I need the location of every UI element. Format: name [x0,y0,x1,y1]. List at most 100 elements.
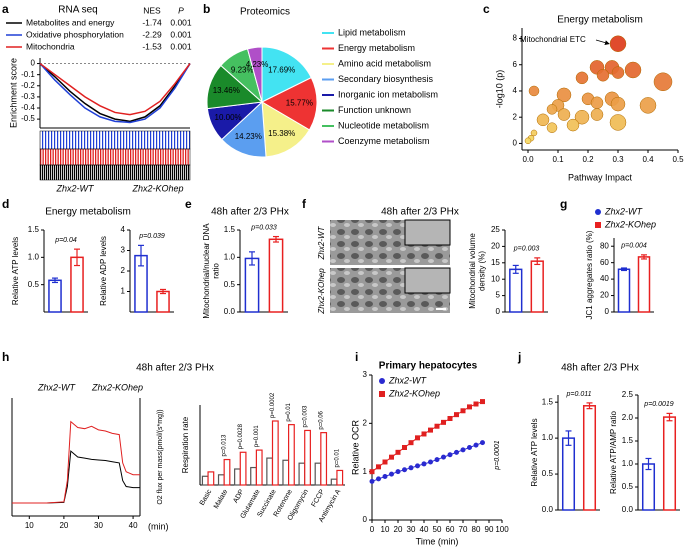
slice-label: 9.23% [231,65,254,74]
inset [404,267,451,294]
panel-letter: d [2,197,9,211]
bar [330,478,338,486]
legend-label: Zhx2-WT [604,206,644,216]
panel-letter: g [560,197,567,211]
y-tick-label: 40 [600,274,609,283]
bar [201,475,209,486]
bar [223,458,231,486]
x-tick-label: 20 [394,525,403,534]
bar [255,449,263,486]
y-tick-label: 2 [120,266,125,275]
bubble [536,113,550,127]
marker [408,440,414,446]
marker [376,476,381,482]
slice-label: 4.23% [246,60,269,69]
bubble [611,66,625,79]
y-axis-label: Mitochondrial/nuclear DNAratio [202,223,220,319]
x-tick-label: 70 [459,525,468,534]
marker [395,469,401,475]
gsea-rug [39,130,191,181]
y-tick-label: 6 [512,60,517,69]
image-label: Zhx2-KOhep [317,268,326,315]
x-tick-label: 40 [420,525,429,534]
chart-title: RNA seq [58,5,97,16]
y-tick-label: 4 [512,86,517,95]
y-tick-label: 0 [362,515,367,524]
legend-label: Zhx2-WT [37,382,77,392]
y-tick-label: 0 [30,59,35,68]
x-tick-label: 60 [446,525,455,534]
y-tick-label: 0.5 [224,280,236,289]
annotation: p=0.033 [250,224,277,231]
legend-label: Zhx2-KOhep [91,382,143,392]
legend-label: Mitochondria [26,41,75,51]
y-tick-label: 2.5 [622,390,634,399]
y-tick-label: 1.5 [224,225,236,234]
x-tick-label: 100 [495,525,509,534]
legend-label: Zhx2-WT [388,375,428,385]
annotation: p=0.0002 [270,392,276,418]
line [12,450,140,504]
legend-nes: -2.29 [142,29,162,39]
bubble [590,96,604,110]
y-axis-label: -log10 (p) [494,70,504,109]
chart-title: 48h after 2/3 PHx [561,363,639,374]
marker [454,412,459,418]
legend-p: 0.001 [170,29,192,39]
x-tick-label: 30 [407,525,416,534]
marker [376,464,381,470]
annotation: p=0.003 [302,405,308,428]
panel-letter: j [517,350,521,364]
x-tick-label: 10 [381,525,390,534]
panel-letter: f [302,197,307,211]
annotation: p=0.039 [138,233,165,240]
legend-label: Secondary biosynthesis [338,74,434,84]
y-tick-label: -0.2 [21,81,35,90]
bubble [566,118,580,132]
marker [454,449,459,455]
panel-letter: h [2,350,9,364]
marker [441,419,446,425]
x-tick-label: 10 [25,521,34,530]
y-axis-label: O2 flux per mass(pmol/(s*mg)) [157,409,164,504]
y-tick-label: 0.5 [622,482,634,491]
y-tick-label: 8 [512,34,517,43]
bar [530,260,544,313]
marker [473,442,479,448]
bar [271,420,279,486]
x-group-label: Zhx2-WT [56,183,96,193]
marker [447,452,453,458]
annotation: p=0.0028 [238,423,244,449]
marker [421,461,427,467]
x-tick-label: 90 [485,525,494,534]
legend-marker [595,209,601,215]
y-tick-label: 1 [120,287,125,296]
y-tick-label: 0 [495,307,500,316]
annotation-arrow [595,39,610,45]
y-tick-label: 20 [600,291,609,300]
y-tick-label: 1.5 [542,397,554,406]
bar [582,405,597,511]
bubble [546,122,558,133]
line [371,442,483,482]
y-axis-label: JC1 aggregates ratio (%) [585,230,594,319]
x-tick-label: 50 [433,525,442,534]
y-tick-label: 1 [362,467,367,476]
pie-slice [260,76,318,131]
y-tick-label: -0.5 [21,114,35,123]
bar [617,268,631,313]
y-tick-label: 20 [491,242,500,251]
y-tick-label: 15 [491,258,500,267]
micrographs [330,219,451,313]
x-tick-label: 0.4 [642,155,654,164]
y-tick-label: 3 [362,370,367,379]
marker [402,467,407,473]
bubble [596,68,610,82]
chart-title: 48h after 2/3 PHx [381,207,459,218]
marker [421,431,427,437]
legend-label: Amino acid metabolism [338,58,431,68]
slice-label: 15.38% [268,129,295,138]
slice-label: 10.00% [215,113,242,122]
chart-title: Energy metabolism [557,15,643,26]
